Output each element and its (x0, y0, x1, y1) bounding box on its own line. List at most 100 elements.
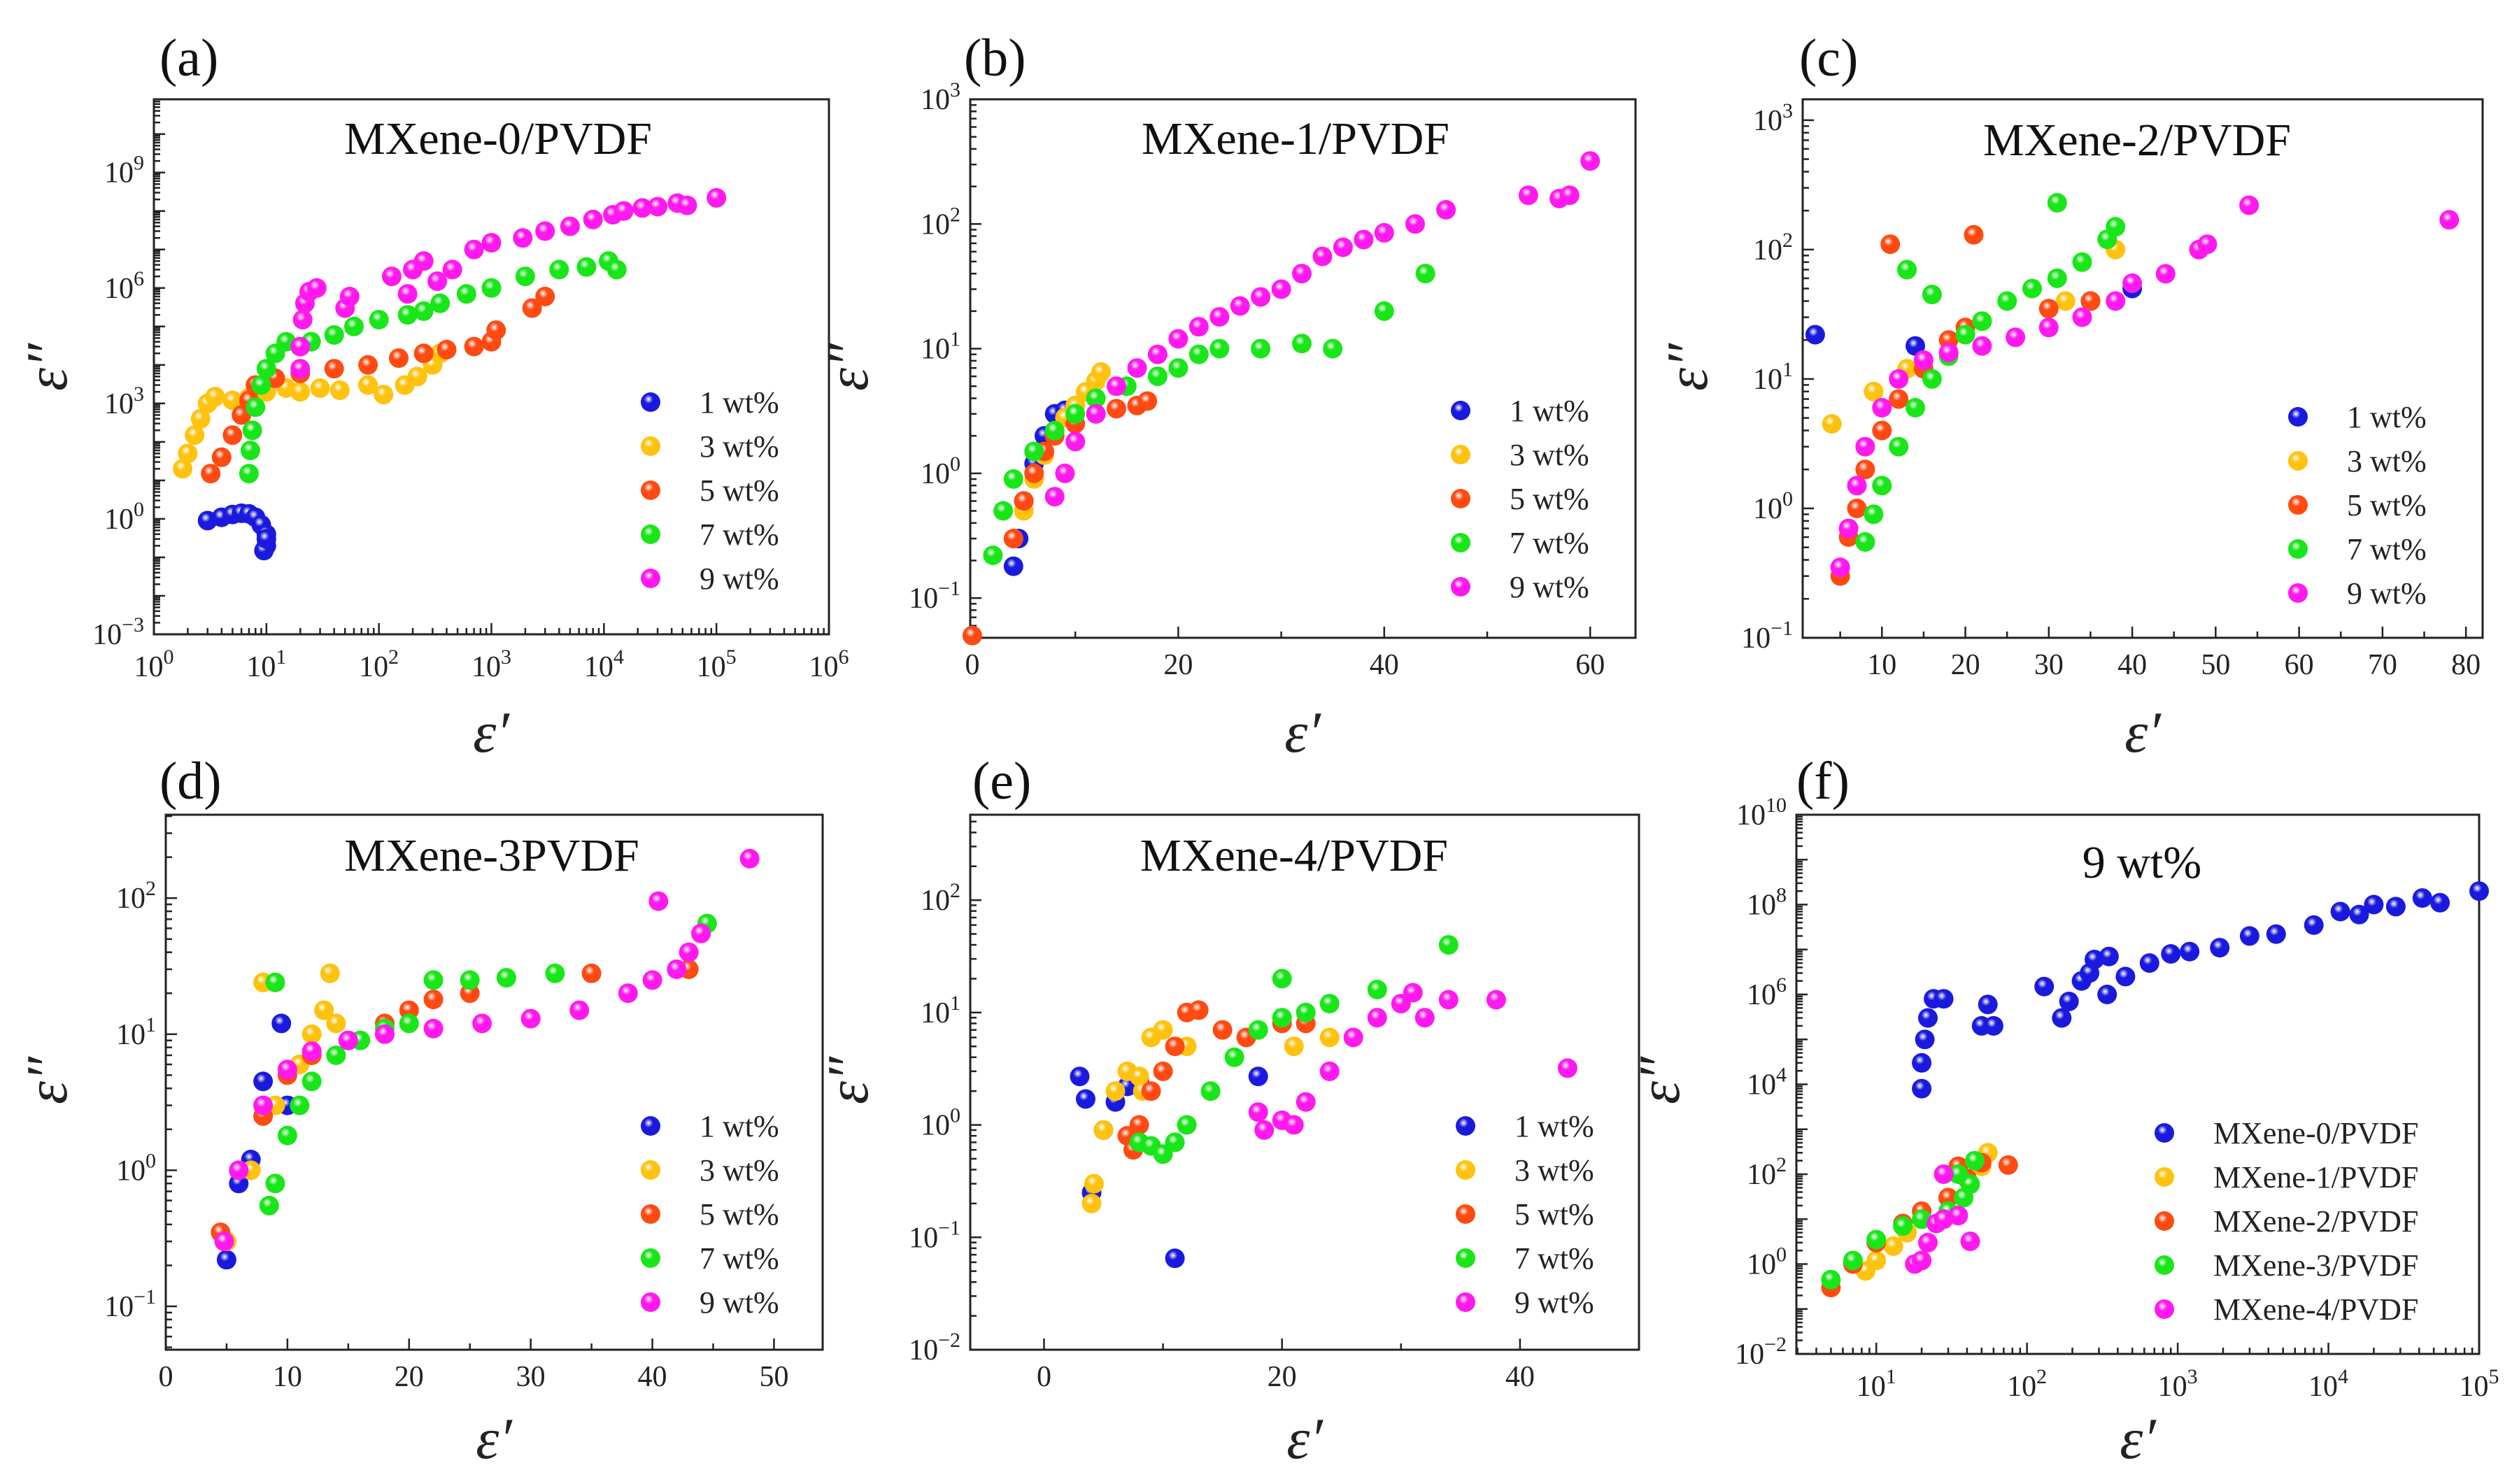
data-point (1403, 983, 1423, 1003)
x-tick-label: 80 (2451, 649, 2481, 681)
x-tick-label: 0 (1037, 1361, 1051, 1393)
data-point (613, 201, 634, 221)
data-point (1559, 185, 1580, 206)
y-tick-label: 102 (1753, 229, 1793, 266)
data-point (1129, 1066, 1149, 1087)
x-axis-label: ε′ (473, 700, 510, 765)
data-point (1880, 234, 1901, 255)
legend: MXene-0/PVDF MXene-1/PVDF MXene-2/PVDF MXen… (2155, 1116, 2418, 1327)
data-point (2059, 992, 2079, 1011)
panel-letter: (f) (1796, 752, 1850, 811)
legend-label: MXene-2/PVDF (2213, 1204, 2418, 1239)
legend-marker (1456, 1160, 1475, 1180)
data-point (1438, 990, 1459, 1010)
panel-letter: (b) (964, 29, 1026, 87)
legend-marker (2155, 1123, 2174, 1143)
data-point (1248, 1020, 1268, 1040)
y-tick-label: 102 (116, 877, 156, 915)
series-MXene-0-PVDF (1912, 881, 2489, 1099)
y-tick-label: 106 (104, 267, 144, 305)
data-point (1312, 246, 1333, 266)
x-tick-label: 30 (2034, 649, 2064, 681)
legend-label: 1 wt% (1510, 394, 1589, 428)
legend-marker (1451, 577, 1470, 597)
data-point (1978, 994, 1998, 1015)
legend-marker (2288, 495, 2308, 515)
x-tick-label: 50 (759, 1361, 788, 1393)
data-point (1127, 358, 1147, 378)
data-point (496, 968, 516, 988)
data-point (677, 195, 697, 215)
data-point (481, 233, 502, 253)
data-point (1557, 1058, 1577, 1078)
legend-label: 5 wt% (2347, 488, 2427, 522)
data-point (1866, 1229, 1887, 1250)
data-point (1948, 1164, 1968, 1184)
data-point (1251, 287, 1271, 307)
data-point (1086, 404, 1106, 424)
data-point (962, 625, 982, 645)
legend-label: 5 wt% (1514, 1197, 1594, 1232)
data-point (2266, 924, 2286, 944)
y-tick-label: 100 (921, 1104, 960, 1142)
x-tick-label: 101 (1857, 1365, 1896, 1403)
data-point (1864, 504, 1884, 525)
data-point (423, 990, 444, 1010)
data-point (1889, 389, 1909, 409)
data-point (1070, 1066, 1090, 1087)
y-axis-label: ε″ (15, 343, 80, 391)
y-tick-label: 101 (921, 992, 960, 1029)
data-point (2034, 976, 2055, 997)
legend-marker (641, 1116, 660, 1136)
data-point (1354, 229, 1374, 250)
data-point (205, 387, 225, 407)
legend-marker (1451, 445, 1470, 464)
data-point (265, 1173, 285, 1194)
data-point (413, 251, 434, 271)
data-point (1893, 1216, 1913, 1236)
data-point (306, 278, 327, 298)
data-point (2161, 944, 2181, 964)
data-point (1821, 1269, 1841, 1290)
data-point (1086, 388, 1106, 408)
data-point (1296, 1092, 1316, 1112)
x-axis-label: ε′ (476, 1406, 513, 1471)
legend-marker (2155, 1167, 2174, 1187)
data-point (1805, 324, 1825, 345)
panel-letter: (a) (159, 29, 218, 87)
data-point (1933, 989, 1954, 1009)
data-point (2115, 966, 2136, 987)
data-point (329, 380, 350, 400)
panel-c: 10−1 100 101 102 103 10 20 30 40 50 60 70 80 MXene-2/… (1655, 29, 2484, 765)
series-1-wt- (1070, 1066, 1268, 1269)
data-point (1915, 1029, 1935, 1050)
legend-label: 7 wt% (1514, 1241, 1594, 1276)
data-point (1076, 1089, 1095, 1109)
data-point (486, 320, 506, 341)
legend-marker (1456, 1116, 1475, 1136)
data-point (1271, 279, 1291, 299)
data-point (1922, 285, 1942, 305)
data-point (739, 848, 760, 869)
data-point (277, 1060, 297, 1080)
y-tick-label: 10−2 (909, 1329, 960, 1367)
y-tick-label: 103 (1753, 99, 1793, 137)
series-MXene-4-PVDF (1905, 1164, 1980, 1274)
x-tick-label: 20 (1163, 649, 1193, 681)
legend-label: 5 wt% (700, 473, 779, 508)
panel-title: MXene-3PVDF (344, 830, 639, 881)
data-point (413, 301, 434, 321)
legend-label: 7 wt% (1510, 526, 1589, 560)
data-point (2047, 268, 2067, 288)
data-point (1948, 1206, 1968, 1226)
data-point (1405, 214, 1425, 234)
legend-label: MXene-0/PVDF (2213, 1116, 2418, 1150)
data-point (1847, 499, 1867, 518)
y-tick-label: 103 (104, 383, 144, 420)
x-axis-label: ε′ (2120, 1406, 2157, 1471)
data-point (344, 316, 364, 336)
data-point (1960, 1232, 1980, 1251)
data-point (1918, 1008, 1938, 1028)
